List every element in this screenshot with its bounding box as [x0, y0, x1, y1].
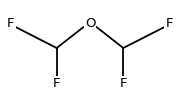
- Text: F: F: [7, 17, 15, 30]
- Text: F: F: [165, 17, 173, 30]
- Text: F: F: [53, 77, 60, 90]
- Text: F: F: [120, 77, 127, 90]
- Text: O: O: [85, 17, 95, 30]
